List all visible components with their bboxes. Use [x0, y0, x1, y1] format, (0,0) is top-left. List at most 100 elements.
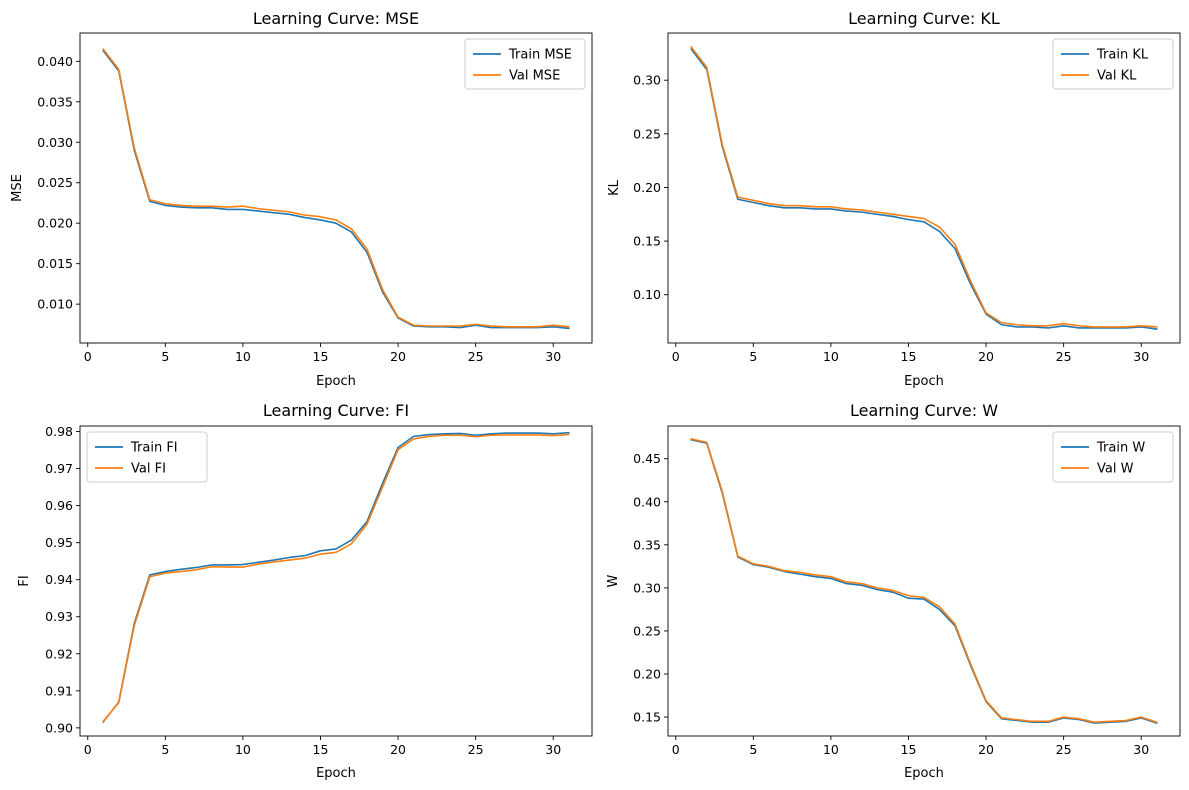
- x-tick-label: 5: [161, 349, 169, 364]
- y-axis-label: MSE: [10, 174, 25, 202]
- x-tick-label: 5: [749, 349, 757, 364]
- series-line-train-w: [690, 438, 1158, 725]
- x-tick-label: 30: [545, 349, 561, 364]
- plot-frame: [79, 425, 593, 737]
- x-tick-label: 0: [84, 742, 92, 757]
- y-tick-label: 0.015: [37, 256, 73, 271]
- legend-box: [1052, 431, 1174, 483]
- x-tick-label: 25: [1056, 349, 1072, 364]
- x-tick-label: 15: [901, 349, 917, 364]
- chart-mse: Learning Curve: MSE Epoch MSE 0 5 10 15 20 25…: [10, 9, 593, 389]
- x-tick-label: 30: [1133, 742, 1149, 757]
- y-tick-label: 0.010: [37, 297, 73, 312]
- plot-frame: [667, 32, 1181, 344]
- y-tick-label: 0.35: [633, 537, 661, 552]
- legend: Train KL Val KL: [1052, 38, 1174, 90]
- series-line-train-kl: [690, 47, 1158, 330]
- y-tick-label: 0.15: [633, 234, 661, 249]
- y-tick-label: 0.95: [45, 535, 73, 550]
- chart-fi: Learning Curve: FI Epoch FI 0 5 10 15 20 25 30…: [17, 401, 593, 781]
- series-line-val-fi: [102, 433, 570, 723]
- legend-entry: Train KL: [1096, 48, 1149, 63]
- y-tick-label: 0.040: [37, 54, 73, 69]
- x-tick-label: 15: [313, 742, 329, 757]
- y-tick-label: 0.40: [633, 494, 661, 509]
- plot-frame: [79, 32, 593, 344]
- y-axis-label: FI: [17, 575, 32, 586]
- y-tick-label: 0.45: [633, 451, 661, 466]
- x-axis-label: Epoch: [316, 374, 356, 389]
- chart-title: Learning Curve: MSE: [253, 9, 419, 28]
- y-tick-label: 0.025: [37, 175, 73, 190]
- x-tick-label: 0: [672, 349, 680, 364]
- y-tick-label: 0.020: [37, 216, 73, 231]
- legend-entry: Train FI: [130, 441, 178, 456]
- series-line-train-mse: [102, 49, 570, 330]
- chart-title: Learning Curve: FI: [263, 401, 409, 420]
- y-tick-label: 0.90: [45, 720, 73, 735]
- y-tick-label: 0.30: [633, 580, 661, 595]
- legend-entry: Val FI: [131, 462, 166, 477]
- x-tick-label: 25: [1056, 742, 1072, 757]
- x-axis-label: Epoch: [904, 766, 944, 781]
- y-tick-label: 0.92: [45, 646, 73, 661]
- x-axis-label: Epoch: [316, 766, 356, 781]
- series-line-val-mse: [102, 48, 570, 328]
- legend-entry: Train W: [1096, 441, 1145, 456]
- x-tick-label: 5: [749, 742, 757, 757]
- y-tick-label: 0.25: [633, 623, 661, 638]
- legend: Train W Val W: [1052, 431, 1174, 483]
- x-tick-label: 5: [161, 742, 169, 757]
- x-tick-label: 30: [1133, 349, 1149, 364]
- y-tick-label: 0.98: [45, 424, 73, 439]
- x-tick-label: 10: [235, 742, 251, 757]
- y-tick-label: 0.91: [45, 683, 73, 698]
- x-tick-label: 15: [313, 349, 329, 364]
- x-tick-label: 10: [823, 349, 839, 364]
- series-line-val-kl: [690, 45, 1158, 328]
- y-tick-label: 0.15: [633, 710, 661, 725]
- legend-entry: Val MSE: [509, 69, 560, 84]
- chart-w: Learning Curve: W Epoch W 0 5 10 15 20 25 30 0.…: [606, 401, 1181, 781]
- legend-entry: Train MSE: [508, 48, 572, 63]
- y-axis-label: KL: [607, 179, 622, 196]
- x-tick-label: 0: [672, 742, 680, 757]
- y-axis-label: W: [606, 574, 621, 587]
- x-tick-label: 0: [84, 349, 92, 364]
- y-tick-label: 0.93: [45, 609, 73, 624]
- x-axis-label: Epoch: [904, 374, 944, 389]
- x-tick-label: 20: [390, 349, 406, 364]
- y-tick-label: 0.97: [45, 461, 73, 476]
- x-tick-label: 20: [978, 349, 994, 364]
- y-tick-label: 0.96: [45, 498, 73, 513]
- y-tick-label: 0.030: [37, 135, 73, 150]
- y-tick-label: 0.10: [633, 287, 661, 302]
- x-tick-label: 25: [468, 349, 484, 364]
- y-tick-label: 0.30: [633, 73, 661, 88]
- x-tick-label: 20: [978, 742, 994, 757]
- series-line-train-fi: [102, 431, 570, 724]
- series-line-val-w: [690, 437, 1158, 724]
- legend: Train FI Val FI: [86, 431, 208, 483]
- x-tick-label: 20: [390, 742, 406, 757]
- y-tick-label: 0.20: [633, 180, 661, 195]
- plot-frame: [667, 425, 1181, 737]
- chart-title: Learning Curve: KL: [848, 9, 1000, 28]
- legend-entry: Val KL: [1097, 69, 1137, 84]
- legend-box: [86, 431, 208, 483]
- y-tick-label: 0.94: [45, 572, 73, 587]
- legend-entry: Val W: [1097, 462, 1134, 477]
- legend-box: [1052, 38, 1174, 90]
- legend: Train MSE Val MSE: [464, 38, 586, 90]
- legend-box: [464, 38, 586, 90]
- x-tick-label: 25: [468, 742, 484, 757]
- chart-kl: Learning Curve: KL Epoch KL 0 5 10 15 20 25 30…: [607, 9, 1181, 389]
- x-tick-label: 15: [901, 742, 917, 757]
- x-tick-label: 10: [823, 742, 839, 757]
- y-tick-label: 0.20: [633, 667, 661, 682]
- x-tick-label: 30: [545, 742, 561, 757]
- chart-title: Learning Curve: W: [850, 401, 998, 420]
- y-tick-label: 0.25: [633, 126, 661, 141]
